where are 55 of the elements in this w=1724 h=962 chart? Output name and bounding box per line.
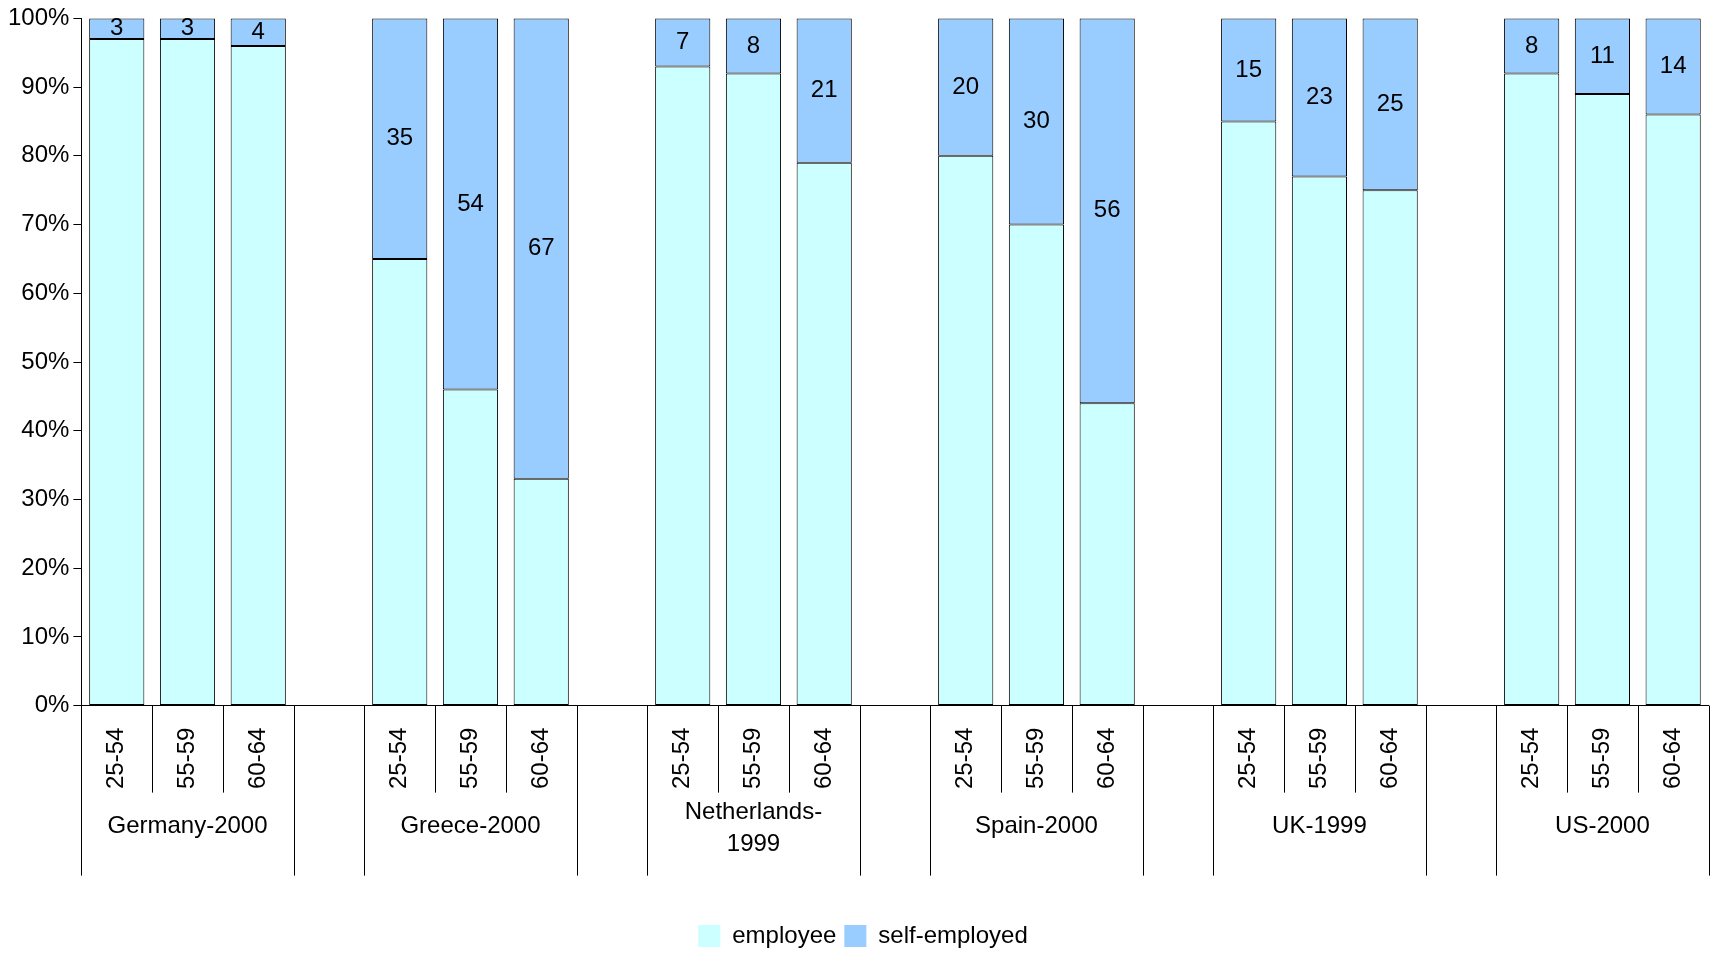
x-tick-label: 55-59 — [738, 727, 766, 790]
text: US-2000 — [1555, 811, 1650, 839]
text: UK-1999 — [1272, 811, 1367, 839]
data-label: 4 — [251, 16, 265, 44]
data-label: 56 — [1093, 195, 1121, 223]
legend-label: employee — [732, 920, 837, 948]
x-tick-label: 60-64 — [1657, 727, 1685, 790]
data-label: 21 — [810, 75, 838, 103]
data-label: 3 — [180, 13, 195, 41]
text: Netherlands-1999 — [684, 797, 823, 857]
data-label: 15 — [1235, 54, 1263, 82]
y-tick-label: 10% — [21, 621, 70, 649]
y-tick-label: 50% — [21, 346, 70, 374]
x-tick-label: 60-64 — [525, 727, 553, 790]
data-label: 25 — [1376, 88, 1404, 116]
x-tick-label: 25-54 — [950, 727, 978, 790]
data-label: 8 — [746, 30, 761, 58]
x-tick-label: 55-59 — [172, 727, 200, 790]
data-label: 8 — [1524, 30, 1539, 58]
y-tick-label: 70% — [21, 209, 70, 237]
x-tick-label: 60-64 — [1374, 727, 1402, 790]
text: Greece-2000 — [400, 811, 541, 839]
legend-label: self-employed — [878, 920, 1028, 948]
data-label: 35 — [386, 123, 414, 151]
x-tick-label: 25-54 — [1516, 727, 1544, 790]
x-tick-label: 60-64 — [1091, 727, 1119, 790]
y-tick-label: 0% — [34, 690, 70, 718]
y-tick-label: 30% — [21, 484, 70, 512]
x-tick-label: 55-59 — [1304, 727, 1332, 790]
data-label: 54 — [457, 188, 484, 216]
y-tick-label: 90% — [21, 71, 70, 99]
data-label: 23 — [1306, 82, 1333, 110]
data-label: 11 — [1589, 40, 1615, 68]
x-tick-label: 25-54 — [101, 727, 129, 790]
y-tick-label: 20% — [21, 552, 70, 580]
y-tick-label: 60% — [21, 277, 70, 305]
data-label: 7 — [676, 27, 690, 55]
x-tick-label: 25-54 — [1233, 727, 1261, 790]
x-tick-label: 55-59 — [455, 727, 483, 790]
data-label: 30 — [1023, 106, 1050, 134]
x-tick-label: 55-59 — [1021, 727, 1049, 790]
data-label: 20 — [952, 71, 980, 99]
text: Germany-2000 — [107, 811, 268, 839]
x-tick-label: 25-54 — [667, 727, 695, 790]
y-tick-label: 40% — [21, 415, 70, 443]
x-tick-label: 25-54 — [384, 727, 412, 790]
data-label: 67 — [527, 233, 555, 261]
x-tick-label: 60-64 — [242, 727, 270, 790]
x-tick-label: 55-59 — [1587, 727, 1615, 790]
x-tick-label: 60-64 — [808, 727, 836, 790]
data-label: 3 — [110, 13, 124, 41]
y-tick-label: 80% — [21, 140, 70, 168]
data-label: 14 — [1659, 51, 1687, 79]
text: Spain-2000 — [975, 811, 1098, 839]
y-tick-label: 100% — [7, 3, 70, 31]
